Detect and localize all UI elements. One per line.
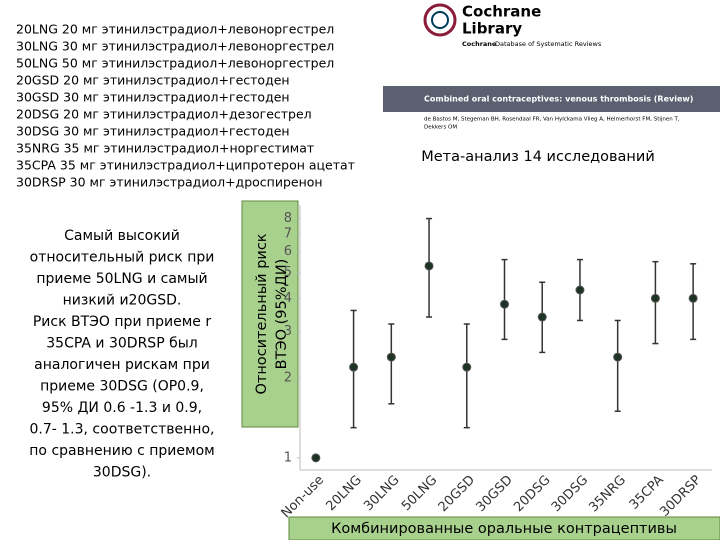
list-item: 35NRG 35 мг этинилэстрадиол+норгестимат <box>16 141 314 156</box>
list-item: 30LNG 30 мг этинилэстрадиол+левоноргестр… <box>16 39 334 54</box>
point <box>575 285 585 295</box>
x-tick-label: 20LNG <box>323 473 364 514</box>
x-tick-label: 35NRG <box>586 473 629 516</box>
review-banner <box>383 86 720 112</box>
y-tick-label: 6 <box>284 244 292 259</box>
point <box>386 352 396 362</box>
point <box>613 352 623 362</box>
y-axis-label: ВТЭО (95%ДИ) <box>274 259 290 370</box>
summary-line: низкий и20GSD. <box>63 293 182 309</box>
summary-line: относительный риск при <box>30 250 215 266</box>
y-label-box <box>241 200 299 428</box>
summary-text: Самый высокий относительный риск при прием… <box>29 228 214 481</box>
summary-line: Самый высокий <box>64 228 180 244</box>
y-tick-label: 5 <box>284 265 292 280</box>
x-axis-label: Комбинированные оральные контрацептивы <box>331 521 677 537</box>
point <box>688 293 698 303</box>
summary-line: 0.7- 1.3, соответственно, <box>30 422 215 438</box>
y-tick-label: 2 <box>284 371 292 386</box>
x-label-box <box>288 516 720 540</box>
x-tick-label: 30LNG <box>361 473 402 514</box>
point <box>500 299 509 309</box>
meta-note: Мета-анализ 14 исследований <box>421 149 655 165</box>
x-tick-label: 20DSG <box>511 473 553 515</box>
cochrane-logo: Cochrane Library Cochrane Database of Sy… <box>423 3 602 48</box>
point <box>537 312 547 322</box>
y-tick-label: 1 <box>284 450 292 465</box>
x-tick-label: 30DSG <box>549 473 591 515</box>
point <box>650 293 660 303</box>
abbreviation-list: 20LNG 20 мг этинилэстрадиол+левоноргестр… <box>16 22 355 190</box>
list-item: 35CPA 35 мг этинилэстрадиол+ципротерон а… <box>16 158 355 173</box>
authors: Dekkers OM <box>424 125 457 131</box>
x-tick-label: 30GSD <box>473 473 515 515</box>
tagline: Database of Systematic Reviews <box>495 40 602 48</box>
point <box>462 362 472 372</box>
x-tick-label: 50LNG <box>399 473 440 514</box>
summary-line: 30DSG). <box>93 465 151 481</box>
x-tick-label: 20GSD <box>436 473 478 515</box>
logo-inner <box>431 11 449 29</box>
list-item: 30GSD 30 мг этинилэстрадиол+гестоден <box>16 90 290 105</box>
review-title: Combined oral contraceptives: venous thr… <box>424 95 693 104</box>
list-item: 20DSG 20 мг этинилэстрадиол+дезогестрел <box>16 107 312 122</box>
summary-line: 95% ДИ 0.6 -1.3 и 0.9, <box>42 400 202 416</box>
summary-line: по сравнению с приемом <box>29 443 214 459</box>
list-item: 50LNG 50 мг этинилэстрадиол+левоноргестр… <box>16 56 334 71</box>
y-tick-label: 7 <box>284 226 292 241</box>
summary-line: приеме 30DSG (OP0.9, <box>40 379 204 395</box>
summary-line: Риск ВТЭО при приеме r <box>33 314 212 330</box>
summary-line: приеме 50LNG и самый <box>36 271 207 287</box>
point <box>311 453 321 463</box>
y-axis-label: Относительный риск <box>254 233 270 394</box>
x-tick-label: 30DRSP <box>657 473 704 520</box>
tagline-brand: Cochrane <box>462 40 497 48</box>
point <box>349 362 359 372</box>
logo-ring <box>423 3 457 37</box>
list-item: 30DSG 30 мг этинилэстрадиол+гестоден <box>16 124 290 139</box>
list-item: 20LNG 20 мг этинилэстрадиол+левоноргестр… <box>16 22 334 37</box>
logo-subtitle: Library <box>462 20 522 38</box>
authors: de Bastos M, Stegeman BH, Rosendaal FR, … <box>424 117 680 123</box>
point <box>424 261 434 271</box>
y-tick-label: 8 <box>284 211 292 226</box>
summary-line: аналогичен рискам при <box>34 357 210 373</box>
y-tick-label: 4 <box>284 291 292 306</box>
list-item: 30DRSP 30 мг этинилэстрадиол+дроспиренон <box>16 175 323 190</box>
y-tick-label: 3 <box>284 324 292 339</box>
x-tick-label: Non-use <box>279 473 328 522</box>
logo-title: Cochrane <box>462 3 541 21</box>
list-item: 20GSD 20 мг этинилэстрадиол+гестоден <box>16 73 290 88</box>
summary-line: 35CPA и 30DRSP был <box>46 336 197 352</box>
